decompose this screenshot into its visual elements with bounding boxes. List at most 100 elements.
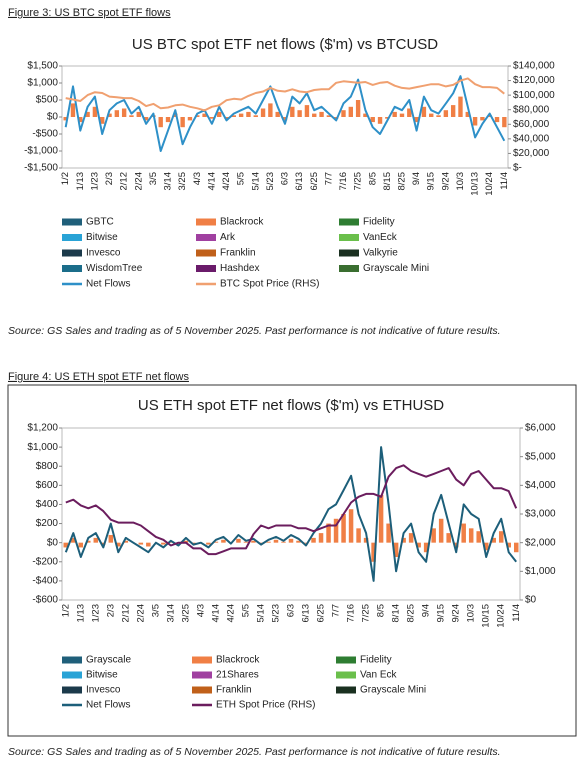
bar — [453, 542, 459, 548]
x-tick-label: 8/25 — [396, 172, 407, 191]
legend-label: Fidelity — [363, 217, 395, 228]
y2-tick-label: $1,000 — [525, 566, 556, 577]
legend-swatch — [196, 249, 216, 257]
x-tick-label: 3/25 — [180, 604, 191, 623]
legend-swatch — [62, 265, 82, 272]
bar — [450, 105, 456, 117]
x-tick-label: 2/24 — [135, 604, 146, 623]
bar — [333, 117, 339, 119]
figure-caption: Figure 4: US ETH spot ETF net flows — [8, 371, 189, 383]
bar — [421, 106, 427, 117]
bar — [393, 542, 399, 557]
legend-label: Bitwise — [86, 670, 118, 681]
legend-swatch — [336, 671, 356, 679]
line-series — [64, 75, 506, 152]
x-tick-label: 5/23 — [270, 604, 281, 623]
bar — [213, 541, 219, 543]
bar — [236, 538, 241, 543]
bar — [407, 108, 412, 117]
y-tick-label: $800 — [36, 461, 59, 472]
bar — [100, 117, 105, 124]
bar — [281, 541, 286, 543]
x-tick-label: 2/3 — [105, 604, 116, 617]
x-tick-label: 3/14 — [163, 172, 174, 191]
bar — [275, 111, 280, 117]
bar — [483, 542, 489, 551]
bar — [107, 113, 112, 117]
legend-label: 21Shares — [216, 670, 259, 681]
bar — [290, 106, 295, 117]
legend-label: VanEck — [363, 232, 398, 243]
x-tick-label: 8/14 — [391, 604, 402, 623]
legend-swatch — [192, 656, 212, 664]
legend-label: BTC Spot Price (RHS) — [220, 279, 319, 290]
bar — [180, 117, 185, 128]
x-tick-label: 6/3 — [280, 172, 291, 185]
x-tick-label: 7/16 — [338, 172, 349, 191]
y2-tick-label: $- — [513, 163, 522, 174]
legend-swatch — [62, 671, 82, 679]
bar — [480, 117, 485, 121]
line-series — [65, 464, 518, 556]
legend-swatch — [62, 656, 82, 664]
y-tick-label: -$600 — [32, 595, 58, 606]
bar — [348, 509, 354, 543]
bar — [487, 115, 492, 117]
x-tick-label: 2/24 — [133, 172, 144, 191]
bar — [438, 518, 444, 543]
bar — [138, 542, 144, 545]
bar — [494, 117, 500, 123]
x-tick-label: 9/15 — [426, 172, 437, 191]
bar — [429, 113, 434, 117]
bar — [303, 542, 309, 544]
x-tick-label: 8/25 — [406, 604, 417, 623]
legend-swatch — [339, 234, 359, 241]
legend-label: Grayscale Mini — [363, 263, 429, 274]
x-tick-label: 4/14 — [206, 172, 217, 191]
bar — [326, 523, 331, 543]
line-series — [65, 77, 505, 112]
legend-label: Franklin — [216, 685, 252, 696]
source-note: Source: GS Sales and trading as of 5 Nov… — [8, 746, 501, 758]
x-tick-label: 3/25 — [177, 172, 188, 191]
x-tick-label: 9/15 — [436, 604, 447, 623]
legend-label: Grayscale Mini — [360, 685, 426, 696]
bar — [446, 533, 451, 543]
x-tick-label: 8/15 — [382, 172, 393, 191]
bar — [363, 113, 368, 117]
y-tick-label: -$1,000 — [24, 146, 58, 157]
legend-swatch — [196, 234, 216, 241]
y-tick-label: -$200 — [32, 556, 58, 567]
bar — [465, 111, 470, 117]
bar — [136, 111, 141, 117]
legend-label: Invesco — [86, 685, 121, 696]
bar — [498, 531, 504, 543]
x-tick-label: 1/23 — [90, 604, 101, 623]
bar — [423, 542, 429, 553]
bar — [414, 117, 419, 123]
legend-swatch — [196, 265, 216, 272]
bar — [356, 528, 361, 543]
bar — [116, 542, 121, 547]
y2-tick-label: $60,000 — [513, 119, 550, 130]
legend-swatch — [192, 671, 212, 679]
legend-label: Net Flows — [86, 279, 130, 290]
bar — [312, 113, 317, 117]
x-tick-label: 10/24 — [484, 172, 495, 196]
legend-label: Van Eck — [360, 670, 397, 681]
bar — [260, 108, 266, 117]
x-tick-label: 6/25 — [316, 604, 327, 623]
x-tick-label: 1/13 — [75, 172, 86, 191]
bar — [288, 538, 294, 543]
legend-label: Ark — [220, 232, 236, 243]
y2-tick-label: $80,000 — [513, 104, 550, 115]
bar — [401, 537, 406, 543]
bar — [476, 531, 481, 543]
x-tick-label: 2/12 — [119, 172, 130, 191]
legend-swatch — [192, 686, 212, 694]
y-tick-label: -$1,500 — [24, 163, 58, 174]
y-tick-label: -$400 — [32, 576, 58, 587]
bar — [195, 115, 200, 117]
bar — [333, 518, 339, 543]
legend-swatch — [339, 265, 359, 272]
